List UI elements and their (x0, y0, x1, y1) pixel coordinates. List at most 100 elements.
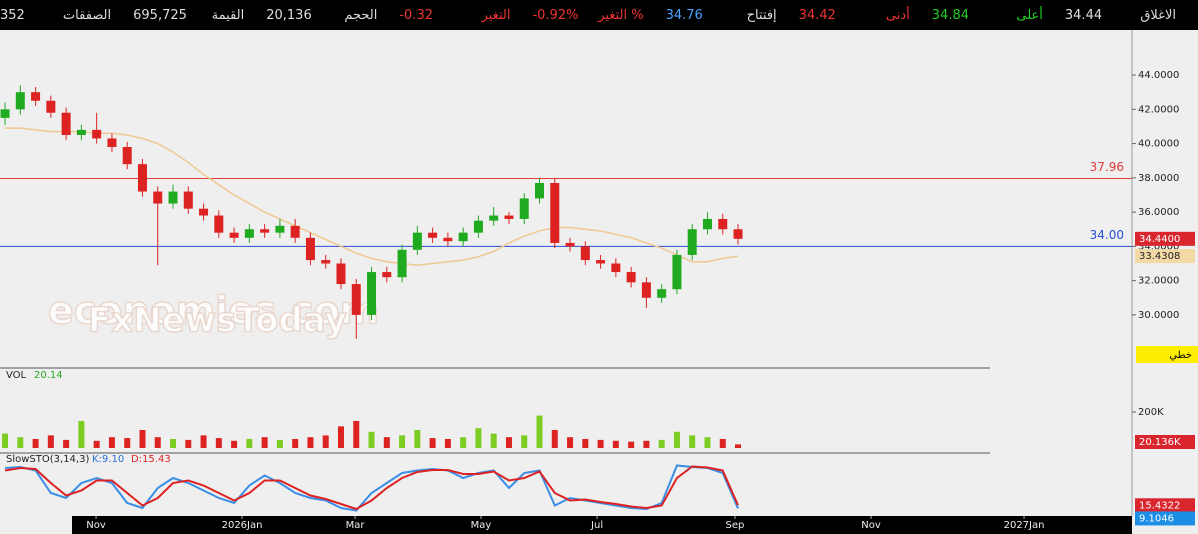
horizontal-line-label: 34.00 (1090, 228, 1124, 242)
candle-body (535, 182, 545, 199)
header-label: التغير (481, 7, 511, 23)
volume-bar (719, 438, 726, 448)
volume-title: VOL (6, 370, 27, 381)
header-value: 34.42 (798, 7, 836, 23)
stoch-k-last-box (1135, 511, 1195, 526)
volume-bar (490, 433, 497, 448)
candle-body (519, 198, 529, 219)
volume-bar (93, 440, 100, 448)
chart-type-button-box (1136, 346, 1198, 363)
x-tick-label: Nov (86, 520, 106, 531)
candle-body (397, 249, 407, 278)
header-label: الاغلاق (1140, 7, 1176, 23)
moving-average (5, 127, 739, 266)
volume-bar (185, 439, 192, 448)
candle-body (305, 237, 315, 261)
candle-body (611, 263, 621, 273)
candle-body (641, 282, 651, 298)
volume-bar (368, 431, 375, 448)
candle-body (473, 220, 483, 233)
header-value: 34.84 (931, 7, 969, 23)
y-tick-label: 30.0000 (1138, 310, 1179, 321)
header-label: أدنى (885, 7, 910, 23)
candle-body (229, 232, 239, 238)
volume-bar (124, 438, 131, 448)
y-tick-label: 36.0000 (1138, 207, 1179, 218)
candle-body (733, 229, 743, 239)
volume-bar (658, 439, 665, 448)
header-label: التغير % (598, 7, 644, 23)
candle-body (153, 191, 163, 204)
header-label: القيمة (211, 7, 245, 23)
x-tick-label: Sep (726, 520, 745, 531)
watermark: economies.com (48, 289, 379, 333)
header-item: الحجم 20,136 (266, 8, 391, 23)
candle-body (244, 229, 254, 238)
volume-bar (246, 438, 253, 448)
header-value: 20,136 (266, 7, 312, 23)
volume-bar (47, 435, 54, 448)
stoch-d-label: D:15.43 (131, 454, 171, 465)
volume-bar (551, 429, 558, 448)
header-label: الحجم (344, 7, 378, 23)
volume-bar (521, 435, 528, 448)
x-tick-label: May (471, 520, 492, 531)
volume-bar (612, 440, 619, 448)
candle-body (31, 92, 41, 101)
candle-body (214, 215, 224, 233)
volume-last-label-box (1135, 435, 1195, 449)
candle-body (489, 215, 499, 221)
header-value: -0.92% (532, 7, 579, 23)
candle-body (351, 284, 361, 315)
header-item: التغير -0.32 (399, 8, 524, 23)
volume-bar (32, 438, 39, 448)
volume-last-label: 20.136K (1139, 437, 1181, 448)
candle-body (168, 191, 178, 204)
candle-body (504, 215, 514, 219)
volume-bar (215, 438, 222, 448)
candle-body (382, 272, 392, 278)
volume-bar (689, 435, 696, 448)
volume-bar (429, 438, 436, 448)
volume-bar (643, 440, 650, 448)
stoch-d-last: 15.4322 (1139, 500, 1180, 511)
header-label: إفتتاح (746, 7, 777, 23)
volume-bar (78, 420, 85, 448)
volume-bar (567, 437, 574, 448)
candle-body (336, 263, 346, 285)
volume-bar (170, 438, 177, 448)
stoch-title: SlowSTO(3,14,3) (6, 454, 89, 465)
volume-bar (735, 444, 742, 448)
chart-type-button[interactable]: خطي (1169, 350, 1192, 361)
candle-body (596, 260, 606, 264)
volume-bar (322, 435, 329, 448)
stoch-line (4, 465, 739, 511)
volume-bar (505, 437, 512, 448)
x-tick-label: Nov (861, 520, 881, 531)
ma-last-label: 33.4308 (1139, 251, 1180, 262)
y-tick-label: 40.0000 (1138, 139, 1179, 150)
y-tick-label: 200K (1138, 407, 1164, 418)
volume-bar (292, 438, 299, 448)
volume-bar (200, 435, 207, 448)
candle-body (626, 272, 636, 283)
volume-bar (108, 437, 115, 448)
header-value: 34.44 (1064, 7, 1103, 23)
header-item: الاغلاق 34.44 (1065, 8, 1190, 23)
candle-body (702, 218, 712, 230)
candle-body (565, 242, 575, 247)
header-value: 34.76 (665, 7, 703, 23)
volume-bar (139, 429, 146, 448)
candle-body (672, 254, 682, 290)
volume-bar (337, 426, 344, 448)
volume-bar (261, 437, 268, 448)
candle-body (275, 225, 285, 233)
header-item: الصفقات 352 (0, 8, 125, 23)
candle-body (428, 232, 438, 238)
stoch-line (4, 464, 739, 512)
candle-body (137, 164, 147, 192)
horizontal-line-label: 37.96 (1090, 160, 1124, 174)
candle-body (260, 229, 270, 233)
